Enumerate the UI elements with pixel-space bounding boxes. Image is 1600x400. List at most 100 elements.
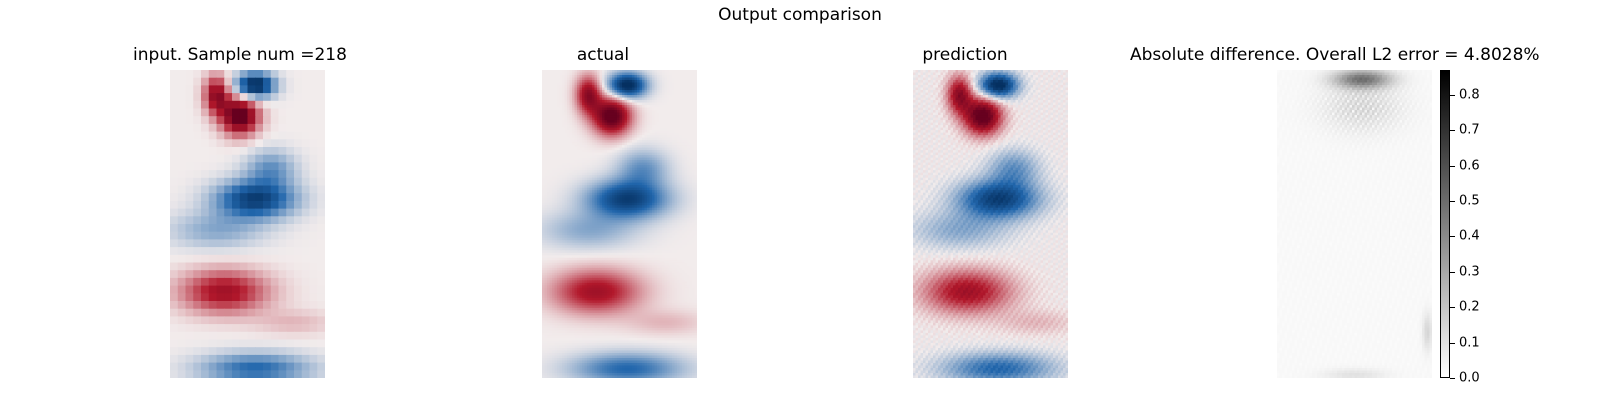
heatmap-cell	[674, 107, 678, 111]
heatmap-cell	[684, 222, 688, 226]
heatmap-cell	[642, 145, 646, 149]
heatmap-cell	[577, 197, 581, 201]
heatmap-cell	[278, 224, 287, 233]
heatmap-cell	[587, 205, 591, 209]
heatmap-cell	[270, 162, 280, 171]
heatmap-cell	[619, 180, 623, 184]
heatmap-cell	[657, 220, 661, 224]
heatmap-cell	[270, 239, 280, 248]
heatmap-cell	[664, 207, 668, 211]
heatmap-cell	[589, 165, 593, 169]
heatmap-cell	[684, 230, 688, 234]
heatmap-cell	[278, 239, 287, 248]
heatmap-cell	[579, 177, 583, 181]
heatmap-cell	[542, 215, 546, 219]
heatmap-cell	[286, 339, 295, 348]
heatmap-cell	[664, 135, 668, 139]
heatmap-cell	[216, 247, 225, 256]
heatmap-cell	[652, 97, 656, 101]
heatmap-cell	[547, 150, 551, 154]
heatmap-cell	[634, 225, 638, 229]
heatmap-cell	[642, 85, 646, 89]
heatmap-cell	[569, 110, 573, 114]
heatmap-cell	[639, 185, 643, 189]
heatmap-cell	[552, 75, 556, 79]
heatmap-cell	[542, 180, 546, 184]
heatmap-cell	[607, 165, 611, 169]
heatmap-cell	[294, 270, 303, 279]
heatmap-cell	[627, 185, 631, 189]
heatmap-cell	[657, 202, 661, 206]
heatmap-cell	[659, 185, 663, 189]
heatmap-cell	[177, 316, 187, 325]
heatmap-cell	[604, 220, 608, 224]
heatmap-cell	[557, 80, 561, 84]
heatmap-cell	[657, 172, 661, 176]
heatmap-cell	[201, 93, 210, 102]
heatmap-cell	[649, 215, 653, 219]
heatmap-cell	[301, 347, 311, 356]
heatmap-cell	[684, 97, 688, 101]
heatmap-cell	[584, 92, 588, 96]
heatmap-cell	[552, 112, 556, 116]
heatmap-cell	[224, 247, 233, 256]
heatmap-cell	[542, 227, 546, 231]
heatmap-cell	[597, 162, 601, 166]
heatmap-cell	[232, 262, 241, 271]
heatmap-cell	[624, 125, 628, 129]
heatmap-cell	[594, 140, 598, 144]
heatmap-cell	[689, 177, 693, 181]
heatmap-cell	[647, 120, 651, 124]
heatmap-cell	[597, 180, 601, 184]
heatmap-cell	[589, 190, 593, 194]
heatmap-cell	[564, 122, 568, 126]
heatmap-cell	[582, 162, 586, 166]
heatmap-cell	[609, 135, 613, 139]
heatmap-cell	[637, 200, 641, 204]
heatmap-cell	[694, 195, 697, 199]
heatmap-cell	[639, 222, 643, 226]
heatmap-cell	[278, 362, 287, 371]
heatmap-cell	[609, 190, 613, 194]
heatmap-cell	[632, 190, 636, 194]
heatmap-cell	[589, 155, 593, 159]
heatmap-cell	[644, 142, 648, 146]
heatmap-cell	[619, 162, 623, 166]
heatmap-cell	[201, 162, 210, 171]
heatmap-cell	[689, 110, 693, 114]
heatmap-cell	[687, 170, 691, 174]
heatmap-cell	[554, 165, 558, 169]
heatmap-cell	[604, 80, 608, 84]
heatmap-cell	[577, 222, 581, 226]
heatmap-cell	[577, 182, 581, 186]
heatmap-cell	[634, 160, 638, 164]
heatmap-cell	[544, 205, 548, 209]
heatmap-cell	[687, 72, 691, 76]
heatmap-cell	[609, 125, 613, 129]
heatmap-cell	[617, 170, 621, 174]
heatmap-cell	[652, 122, 656, 126]
heatmap-cell	[557, 237, 561, 241]
heatmap-cell	[664, 157, 668, 161]
heatmap-cell	[584, 205, 588, 209]
heatmap-cell	[642, 162, 646, 166]
heatmap-cell	[574, 95, 578, 99]
heatmap-cell	[294, 324, 303, 333]
heatmap-cell	[584, 210, 588, 214]
heatmap-cell	[612, 157, 616, 161]
heatmap-cell	[564, 205, 568, 209]
heatmap-cell	[649, 200, 653, 204]
heatmap-cell	[612, 147, 616, 151]
heatmap-cell	[649, 90, 653, 94]
heatmap-cell	[263, 224, 272, 233]
heatmap-cell	[592, 230, 596, 234]
heatmap-cell	[619, 95, 623, 99]
heatmap-cell	[247, 216, 256, 225]
heatmap-cell	[239, 277, 249, 287]
heatmap-cell	[232, 77, 241, 86]
heatmap-cell	[542, 225, 546, 229]
heatmap-cell	[604, 122, 608, 126]
heatmap-cell	[614, 180, 618, 184]
heatmap-cell	[647, 80, 651, 84]
heatmap-cell	[185, 200, 194, 210]
